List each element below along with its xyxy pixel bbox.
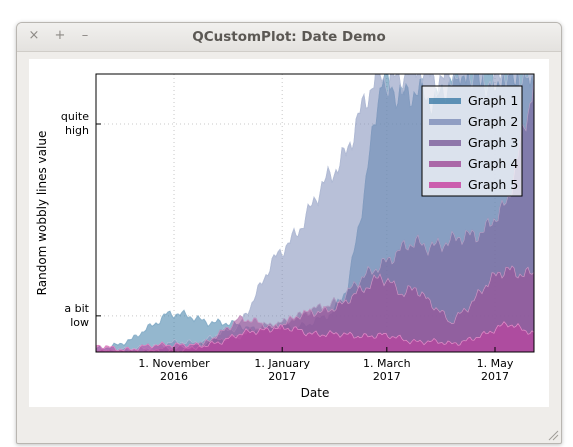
y-tick-label-line2: high: [65, 124, 89, 137]
series-line-graph-5: [96, 321, 534, 352]
plot-widget[interactable]: 1. November 2016 1. January 2017 1. March 201…: [29, 59, 549, 407]
resize-grip-icon[interactable]: [547, 429, 559, 441]
legend-label-graph-3: Graph 3: [468, 135, 518, 150]
legend-label-graph-1: Graph 1: [468, 93, 518, 108]
legend-label-graph-4: Graph 4: [468, 156, 518, 171]
x-tick-label: 1. January: [254, 357, 310, 370]
series-area-graph-5: [96, 321, 534, 352]
legend-swatch-graph-3: [429, 140, 461, 146]
x-tick-label: 1. November: [138, 357, 210, 370]
y-axis-title: Random wobbly lines value: [35, 131, 49, 296]
title-bar[interactable]: × + – QCustomPlot: Date Demo: [17, 23, 561, 52]
x-tick-label-year: 2017: [481, 370, 509, 383]
legend-swatch-graph-4: [429, 161, 461, 167]
x-tick-label: 1. March: [363, 357, 411, 370]
series-line-graph-2: [96, 74, 534, 352]
y-tick-label: quite: [61, 110, 89, 123]
x-tick-label-year: 2016: [160, 370, 188, 383]
legend-swatch-graph-2: [429, 119, 461, 125]
legend-swatch-graph-5: [429, 182, 461, 188]
app-window: × + – QCustomPlot: Date Demo 1. November…: [16, 22, 562, 444]
legend-label-graph-2: Graph 2: [468, 114, 518, 129]
legend-swatch-graph-1: [429, 98, 461, 104]
x-tick-label-year: 2017: [373, 370, 401, 383]
minimize-button[interactable]: –: [81, 28, 89, 43]
x-axis-title: Date: [301, 386, 330, 400]
y-tick-label-line2: low: [70, 316, 89, 329]
x-tick-label: 1. May: [477, 357, 514, 370]
maximize-button[interactable]: +: [54, 28, 66, 43]
close-button[interactable]: ×: [28, 28, 40, 43]
x-tick-label-year: 2017: [268, 370, 296, 383]
y-tick-label: a bit: [64, 302, 89, 315]
window-title: QCustomPlot: Date Demo: [192, 29, 386, 45]
axis-frame: [95, 73, 535, 353]
legend-label-graph-5: Graph 5: [468, 177, 518, 192]
